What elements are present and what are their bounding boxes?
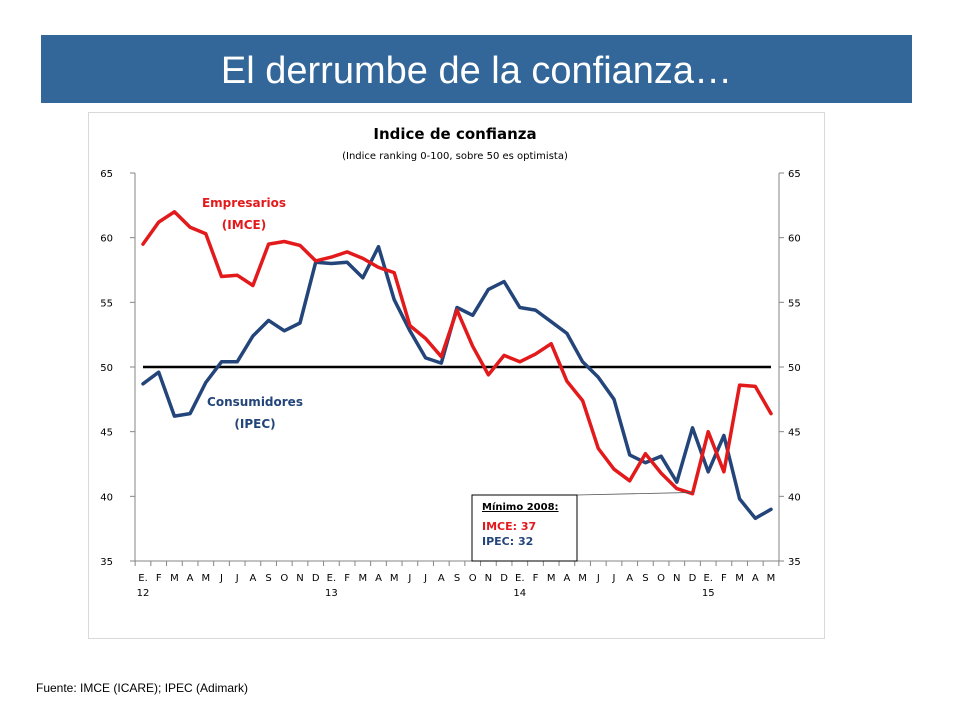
imce-label-line2: (IMCE) xyxy=(222,218,266,232)
y-tick-label-right: 55 xyxy=(788,298,801,309)
chart-frame: Indice de confianza (Indice ranking 0-10… xyxy=(88,112,825,639)
series-line-imce xyxy=(141,210,773,496)
x-tick-label: J xyxy=(407,573,411,584)
annotation-line: IMCE: 37 xyxy=(482,520,536,533)
y-tick-label-right: 35 xyxy=(788,557,801,568)
x-tick-label: M xyxy=(358,573,367,584)
x-year-label: 15 xyxy=(702,588,715,599)
x-tick-label: A xyxy=(752,573,759,584)
x-year-label: 14 xyxy=(513,588,526,599)
series-labels: Empresarios (IMCE) Consumidores (IPEC) xyxy=(202,196,303,431)
y-tick-label-left: 40 xyxy=(100,492,113,503)
annotation-box xyxy=(471,494,578,562)
x-tick-label: O xyxy=(657,573,665,584)
x-tick-label: A xyxy=(187,573,194,584)
x-tick-label: A xyxy=(563,573,570,584)
y-tick-label-left: 65 xyxy=(100,169,113,180)
x-tick-label: M xyxy=(201,573,210,584)
confidence-chart: Indice de confianza (Indice ranking 0-10… xyxy=(100,125,800,599)
x-tick-label: F xyxy=(156,573,162,584)
series-line-ipec xyxy=(141,244,773,521)
y-tick-label-right: 50 xyxy=(788,363,801,374)
annotation-leader xyxy=(576,492,693,496)
x-tick-label: J xyxy=(219,573,223,584)
y-tick-label-left: 35 xyxy=(100,557,113,568)
x-tick-label: M xyxy=(390,573,399,584)
x-tick-label: M xyxy=(547,573,556,584)
x-tick-label: D xyxy=(312,573,320,584)
x-tick-label: N xyxy=(673,573,680,584)
x-tick-label: N xyxy=(296,573,303,584)
x-tick-label: A xyxy=(249,573,256,584)
x-year-label: 12 xyxy=(137,588,150,599)
x-year-label: 13 xyxy=(325,588,338,599)
x-tick-label: S xyxy=(642,573,648,584)
x-tick-label: E. xyxy=(327,573,337,584)
x-tick-label: M xyxy=(578,573,587,584)
x-tick-label: J xyxy=(235,573,239,584)
y-tick-label-right: 65 xyxy=(788,169,801,180)
x-tick-label: N xyxy=(485,573,492,584)
x-tick-label: J xyxy=(596,573,600,584)
x-tick-label: O xyxy=(469,573,477,584)
chart-title: Indice de confianza xyxy=(373,125,536,143)
y-tick-label-right: 45 xyxy=(788,428,801,439)
series-lines xyxy=(141,210,773,521)
y-tick-label-left: 45 xyxy=(100,428,113,439)
x-tick-label: M xyxy=(767,573,776,584)
x-tick-label: F xyxy=(344,573,350,584)
x-tick-label: O xyxy=(280,573,288,584)
title-banner: El derrumbe de la confianza… xyxy=(41,35,912,103)
x-tick-label: M xyxy=(735,573,744,584)
x-tick-label: S xyxy=(454,573,460,584)
y-tick-label-right: 40 xyxy=(788,492,801,503)
x-tick-label: F xyxy=(533,573,539,584)
x-tick-label: E. xyxy=(138,573,148,584)
annotation-title: Mínimo 2008: xyxy=(482,501,559,513)
imce-label-line1: Empresarios xyxy=(202,196,286,210)
y-tick-label-right: 60 xyxy=(788,234,801,245)
minimum-2008-annotation: Mínimo 2008: IMCE: 37 IPEC: 32 xyxy=(471,492,693,562)
chart-subtitle: (Indice ranking 0-100, sobre 50 es optim… xyxy=(342,151,568,162)
ipec-label-line2: (IPEC) xyxy=(234,417,275,431)
annotation-line: IPEC: 32 xyxy=(482,535,533,548)
source-note: Fuente: IMCE (ICARE); IPEC (Adimark) xyxy=(36,681,249,695)
x-tick-label: A xyxy=(375,573,382,584)
y-tick-label-left: 60 xyxy=(100,234,113,245)
x-tick-label: E. xyxy=(515,573,525,584)
x-tick-label: M xyxy=(170,573,179,584)
y-tick-label-left: 50 xyxy=(100,363,113,374)
slide-title: El derrumbe de la confianza… xyxy=(220,50,733,92)
x-tick-label: F xyxy=(721,573,727,584)
x-tick-label: E. xyxy=(703,573,713,584)
x-tick-label: A xyxy=(626,573,633,584)
y-tick-label-left: 55 xyxy=(100,298,113,309)
x-tick-label: D xyxy=(500,573,508,584)
x-tick-label: D xyxy=(689,573,697,584)
x-tick-label: J xyxy=(423,573,427,584)
x-tick-label: S xyxy=(265,573,271,584)
ipec-label-line1: Consumidores xyxy=(207,395,303,409)
x-tick-label: J xyxy=(612,573,616,584)
x-tick-label: A xyxy=(438,573,445,584)
